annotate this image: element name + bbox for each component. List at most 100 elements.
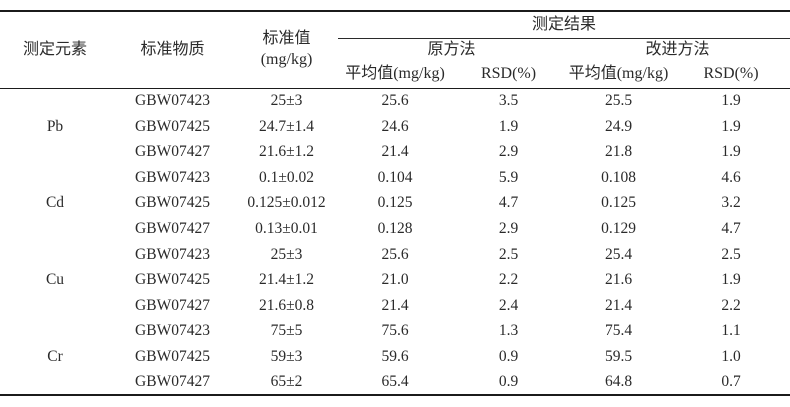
table-row: Pb GBW07423 25±3 25.6 3.5 25.5 1.9 [0,88,790,135]
material-cell: GBW07425 [135,271,210,289]
standard-value-cell: 21.4±1.2 [258,271,314,289]
material-cell: GBW07427 [135,373,210,391]
standard-value-cell: 25±3 [270,92,303,110]
header-orig-mean: 平均值(mg/kg) [345,65,445,83]
header-standard-value: 标准值 (mg/kg) [235,11,338,88]
impr-rsd-cell: 2.5 [721,245,741,263]
orig-mean-cell: 0.104 [377,168,413,186]
header-standard-value-line1: 标准值 [262,29,311,47]
orig-rsd-cell: 5.9 [498,168,519,186]
header-element: 测定元素 [22,40,87,58]
measurement-results-table: 测定元素 标准物质 标准值 (mg/kg) 测定结果 原方法 改进方法 平均值(… [0,10,790,397]
header-original-method: 原方法 [427,40,476,58]
impr-mean-cell: 21.6 [604,271,633,289]
impr-rsd-cell: 1.9 [721,271,741,289]
orig-mean-cell: 21.0 [381,271,409,289]
header-row-3: 平均值(mg/kg) RSD(%) 平均值(mg/kg) RSD(%) [0,61,790,88]
impr-rsd-cell: 1.9 [721,117,741,135]
orig-rsd-cell: 4.7 [498,194,519,212]
orig-mean-cell: 65.4 [381,373,409,391]
orig-rsd-cell: 0.9 [498,348,519,366]
header-row-2: 原方法 改进方法 [0,38,790,61]
material-cell: GBW07423 [135,245,210,263]
header-standard-value-line2: (mg/kg) [260,50,313,68]
material-cell: GBW07425 [135,117,210,135]
orig-mean-cell: 24.6 [381,117,409,135]
table-row: GBW07427 65±2 65.4 0.9 64.8 0.7 [0,370,790,396]
standard-value-cell: 75±5 [270,322,303,340]
orig-rsd-cell: 2.9 [498,143,519,161]
header-row-1: 测定元素 标准物质 标准值 (mg/kg) 测定结果 [0,11,790,68]
orig-mean-cell: 0.128 [377,220,413,238]
table-header: 测定元素 标准物质 标准值 (mg/kg) 测定结果 原方法 改进方法 平均值(… [0,11,790,88]
orig-mean-cell: 75.6 [381,322,409,340]
orig-mean-cell: 0.125 [377,194,413,212]
orig-mean-cell: 59.6 [381,348,409,366]
standard-value-cell: 0.125±0.012 [247,194,326,212]
impr-mean-cell: 59.5 [604,348,633,366]
table-row: GBW07425 21.4±1.2 21.0 2.2 21.6 1.9 [0,267,790,293]
orig-rsd-cell: 2.2 [498,271,519,289]
orig-rsd-cell: 1.3 [498,322,519,340]
material-cell: GBW07423 [135,92,210,110]
orig-rsd-cell: 1.9 [498,117,519,135]
material-cell: GBW07423 [135,322,210,340]
table-row: GBW07425 59±3 59.6 0.9 59.5 1.0 [0,344,790,370]
header-impr-mean: 平均值(mg/kg) [568,65,669,83]
standard-value-cell: 0.1±0.02 [258,168,314,186]
material-cell: GBW07427 [135,143,210,161]
orig-mean-cell: 25.6 [381,245,409,263]
orig-rsd-cell: 2.4 [498,296,519,314]
orig-rsd-cell: 0.9 [498,373,519,391]
element-cell: Cd [45,194,65,212]
impr-mean-cell: 64.8 [604,373,633,391]
table-row: GBW07425 0.125±0.012 0.125 4.7 0.125 3.2 [0,190,790,216]
table-row: GBW07427 21.6±1.2 21.4 2.9 21.8 1.9 [0,139,790,165]
measurement-results-table-wrap: 测定元素 标准物质 标准值 (mg/kg) 测定结果 原方法 改进方法 平均值(… [0,10,790,397]
impr-mean-cell: 25.5 [604,92,633,110]
impr-rsd-cell: 3.2 [721,194,741,212]
element-cell: Pb [46,117,64,135]
table-row: Cu GBW07423 25±3 25.6 2.5 25.4 2.5 [0,242,790,289]
orig-rsd-cell: 3.5 [498,92,519,110]
orig-mean-cell: 25.6 [381,92,409,110]
material-cell: GBW07425 [135,194,210,212]
table-row: GBW07425 24.7±1.4 24.6 1.9 24.9 1.9 [0,114,790,140]
impr-rsd-cell: 1.9 [721,143,741,161]
header-results-group: 测定结果 [338,11,790,39]
standard-value-cell: 24.7±1.4 [258,117,314,135]
element-cell: Cr [47,347,63,365]
orig-mean-cell: 21.4 [381,296,409,314]
orig-mean-cell: 21.4 [381,143,409,161]
impr-rsd-cell: 2.2 [721,296,741,314]
standard-value-cell: 59±3 [270,348,303,366]
material-cell: GBW07425 [135,348,210,366]
header-improved-method: 改进方法 [645,40,710,58]
table-row: Cr GBW07423 75±5 75.6 1.3 75.4 1.1 [0,318,790,364]
material-cell: GBW07427 [135,220,210,238]
impr-mean-cell: 21.8 [604,143,633,161]
header-impr-rsd: RSD(%) [703,65,759,83]
impr-mean-cell: 25.4 [604,245,633,263]
standard-value-cell: 0.13±0.01 [255,220,318,238]
impr-rsd-cell: 4.6 [721,168,741,186]
element-cell: Cu [45,271,65,289]
material-cell: GBW07427 [135,296,210,314]
impr-mean-cell: 24.9 [604,117,633,135]
header-orig-rsd: RSD(%) [480,65,537,83]
impr-rsd-cell: 1.1 [721,322,741,340]
impr-mean-cell: 75.4 [604,322,633,340]
material-cell: GBW07423 [135,168,210,186]
impr-mean-cell: 21.4 [604,296,633,314]
impr-rsd-cell: 1.0 [721,348,741,366]
orig-rsd-cell: 2.9 [498,220,519,238]
orig-rsd-cell: 2.5 [498,245,519,263]
impr-rsd-cell: 4.7 [721,220,741,238]
header-material: 标准物质 [140,40,205,58]
impr-mean-cell: 0.125 [601,194,636,212]
table-row: GBW07427 0.13±0.01 0.128 2.9 0.129 4.7 [0,216,790,242]
table-row: Cd GBW07423 0.1±0.02 0.104 5.9 0.108 4.6 [0,165,790,212]
impr-mean-cell: 0.108 [601,168,636,186]
standard-value-cell: 65±2 [270,373,303,391]
standard-value-cell: 25±3 [270,245,303,263]
